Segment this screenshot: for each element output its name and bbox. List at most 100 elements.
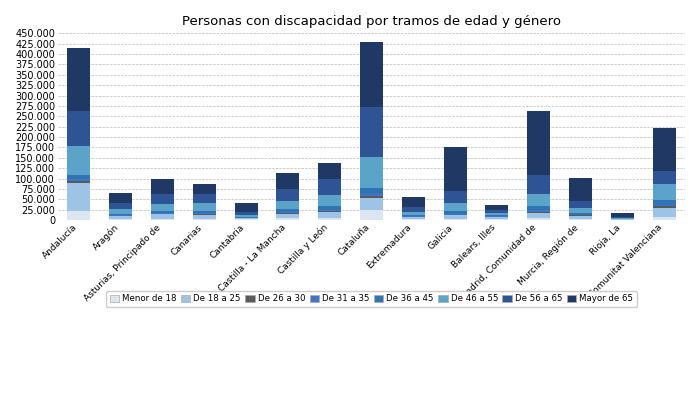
- Bar: [151, 179, 174, 194]
- Bar: [402, 197, 425, 208]
- Title: Personas con discapacidad por tramos de edad y género: Personas con discapacidad por tramos de …: [182, 15, 561, 28]
- Bar: [652, 200, 676, 205]
- Bar: [318, 163, 341, 179]
- Bar: [67, 179, 90, 181]
- Bar: [444, 219, 467, 220]
- Bar: [151, 214, 174, 219]
- Bar: [67, 110, 90, 146]
- Bar: [569, 216, 592, 219]
- Bar: [611, 213, 634, 216]
- Bar: [360, 107, 383, 156]
- Bar: [569, 215, 592, 216]
- Bar: [151, 213, 174, 214]
- Bar: [360, 198, 383, 210]
- Bar: [67, 48, 90, 110]
- Bar: [360, 42, 383, 107]
- Bar: [193, 204, 216, 211]
- Bar: [276, 212, 300, 213]
- Bar: [652, 205, 676, 206]
- Bar: [402, 208, 425, 212]
- Bar: [569, 208, 592, 213]
- Bar: [444, 147, 467, 190]
- Bar: [151, 219, 174, 220]
- Bar: [444, 214, 467, 215]
- Bar: [527, 213, 550, 218]
- Bar: [193, 215, 216, 219]
- Bar: [67, 211, 90, 220]
- Bar: [360, 196, 383, 198]
- Bar: [318, 212, 341, 218]
- Bar: [193, 219, 216, 220]
- Bar: [234, 217, 258, 218]
- Bar: [151, 211, 174, 213]
- Bar: [234, 215, 258, 217]
- Bar: [611, 218, 634, 219]
- Bar: [402, 212, 425, 215]
- Bar: [444, 190, 467, 203]
- Bar: [109, 219, 132, 220]
- Legend: Menor de 18, De 18 a 25, De 26 a 30, De 31 a 35, De 36 a 45, De 46 a 55, De 56 a: Menor de 18, De 18 a 25, De 26 a 30, De …: [106, 291, 637, 307]
- Bar: [276, 209, 300, 212]
- Bar: [485, 216, 508, 217]
- Bar: [276, 213, 300, 214]
- Bar: [652, 217, 676, 220]
- Bar: [67, 183, 90, 211]
- Bar: [360, 156, 383, 188]
- Bar: [527, 111, 550, 175]
- Bar: [527, 175, 550, 194]
- Bar: [485, 217, 508, 219]
- Bar: [109, 216, 132, 219]
- Bar: [193, 214, 216, 215]
- Bar: [318, 194, 341, 206]
- Bar: [569, 219, 592, 220]
- Bar: [360, 194, 383, 196]
- Bar: [193, 211, 216, 214]
- Bar: [234, 218, 258, 220]
- Bar: [151, 194, 174, 204]
- Bar: [67, 146, 90, 175]
- Bar: [485, 215, 508, 216]
- Bar: [527, 206, 550, 210]
- Bar: [109, 203, 132, 210]
- Bar: [318, 211, 341, 212]
- Bar: [360, 210, 383, 220]
- Bar: [652, 206, 676, 208]
- Bar: [67, 181, 90, 183]
- Bar: [444, 203, 467, 211]
- Bar: [151, 204, 174, 211]
- Bar: [527, 212, 550, 213]
- Bar: [569, 213, 592, 215]
- Bar: [318, 206, 341, 210]
- Bar: [276, 201, 300, 209]
- Bar: [527, 210, 550, 212]
- Bar: [109, 214, 132, 215]
- Bar: [193, 184, 216, 194]
- Bar: [402, 219, 425, 220]
- Bar: [276, 214, 300, 218]
- Bar: [652, 184, 676, 200]
- Bar: [276, 172, 300, 189]
- Bar: [485, 210, 508, 213]
- Bar: [527, 218, 550, 220]
- Bar: [485, 213, 508, 215]
- Bar: [485, 206, 508, 210]
- Bar: [402, 217, 425, 219]
- Bar: [234, 203, 258, 212]
- Bar: [276, 189, 300, 201]
- Bar: [611, 219, 634, 220]
- Bar: [318, 210, 341, 211]
- Bar: [234, 212, 258, 215]
- Bar: [276, 218, 300, 220]
- Bar: [569, 178, 592, 201]
- Bar: [318, 179, 341, 194]
- Bar: [527, 194, 550, 206]
- Bar: [402, 215, 425, 216]
- Bar: [652, 208, 676, 217]
- Bar: [193, 194, 216, 204]
- Bar: [402, 216, 425, 217]
- Bar: [485, 219, 508, 220]
- Bar: [67, 175, 90, 179]
- Bar: [444, 211, 467, 214]
- Bar: [109, 193, 132, 203]
- Bar: [652, 171, 676, 184]
